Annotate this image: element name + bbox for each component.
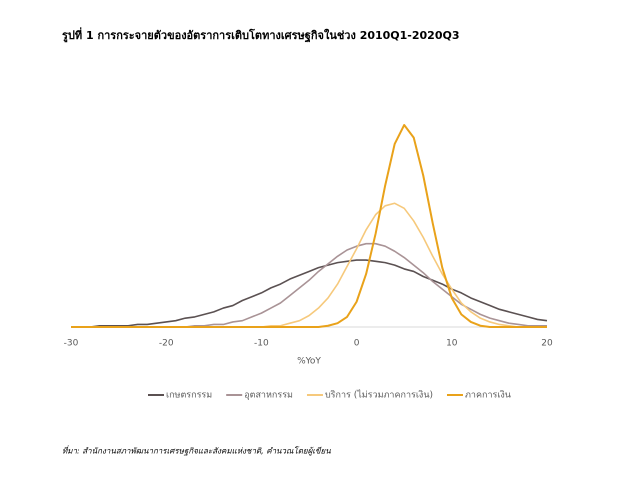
- x-tick-label: 20: [541, 339, 553, 349]
- source-note: ที่มา: สำนักงานสภาพัฒนาการเศรษฐกิจและสัง…: [62, 445, 331, 457]
- series-line: [71, 124, 547, 328]
- legend-label: ภาคการเงิน: [465, 390, 511, 401]
- series-line: [71, 259, 548, 328]
- x-tick-label: -20: [159, 339, 174, 349]
- x-tick-label: 0: [354, 339, 360, 349]
- x-tick-label: 10: [446, 339, 458, 349]
- x-axis-label: %YoY: [297, 357, 321, 367]
- series-line: [71, 202, 547, 328]
- x-tick-label: -10: [254, 339, 269, 349]
- x-tick-label: -30: [64, 339, 79, 349]
- legend-label: บริการ (ไม่รวมภาคการเงิน): [325, 390, 433, 401]
- chart-title: รูปที่ 1 การกระจายตัวของอัตราการเติบโตทา…: [62, 27, 460, 43]
- legend-label: อุตสาหกรรม: [244, 391, 293, 401]
- legend-label: เกษตรกรรม: [166, 391, 212, 401]
